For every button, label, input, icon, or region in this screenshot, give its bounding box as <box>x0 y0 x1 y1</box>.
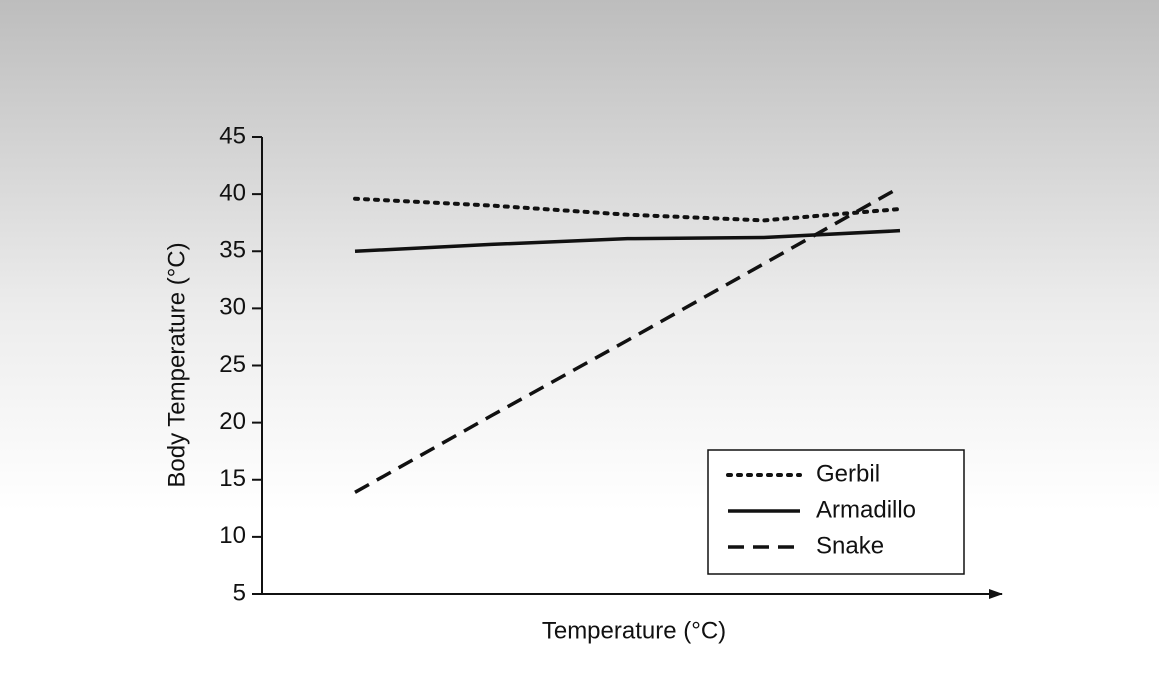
y-axis-label: Body Temperature (°C) <box>163 242 190 487</box>
legend-label: Snake <box>816 532 884 559</box>
y-tick-label: 15 <box>219 465 246 492</box>
y-tick-label: 40 <box>219 179 246 206</box>
y-tick-label: 45 <box>219 122 246 149</box>
series-line <box>354 228 901 253</box>
y-tick-label: 10 <box>219 522 246 549</box>
legend-label: Armadillo <box>816 496 916 523</box>
x-axis-label: Temperature (°C) <box>542 617 726 644</box>
series-line <box>354 185 901 494</box>
y-tick-label: 30 <box>219 294 246 321</box>
legend-label: Gerbil <box>816 460 880 487</box>
y-tick-label: 35 <box>219 237 246 264</box>
y-tick-label: 20 <box>219 408 246 435</box>
y-tick-label: 5 <box>233 579 246 606</box>
y-tick-label: 25 <box>219 351 246 378</box>
series-line <box>353 196 902 223</box>
